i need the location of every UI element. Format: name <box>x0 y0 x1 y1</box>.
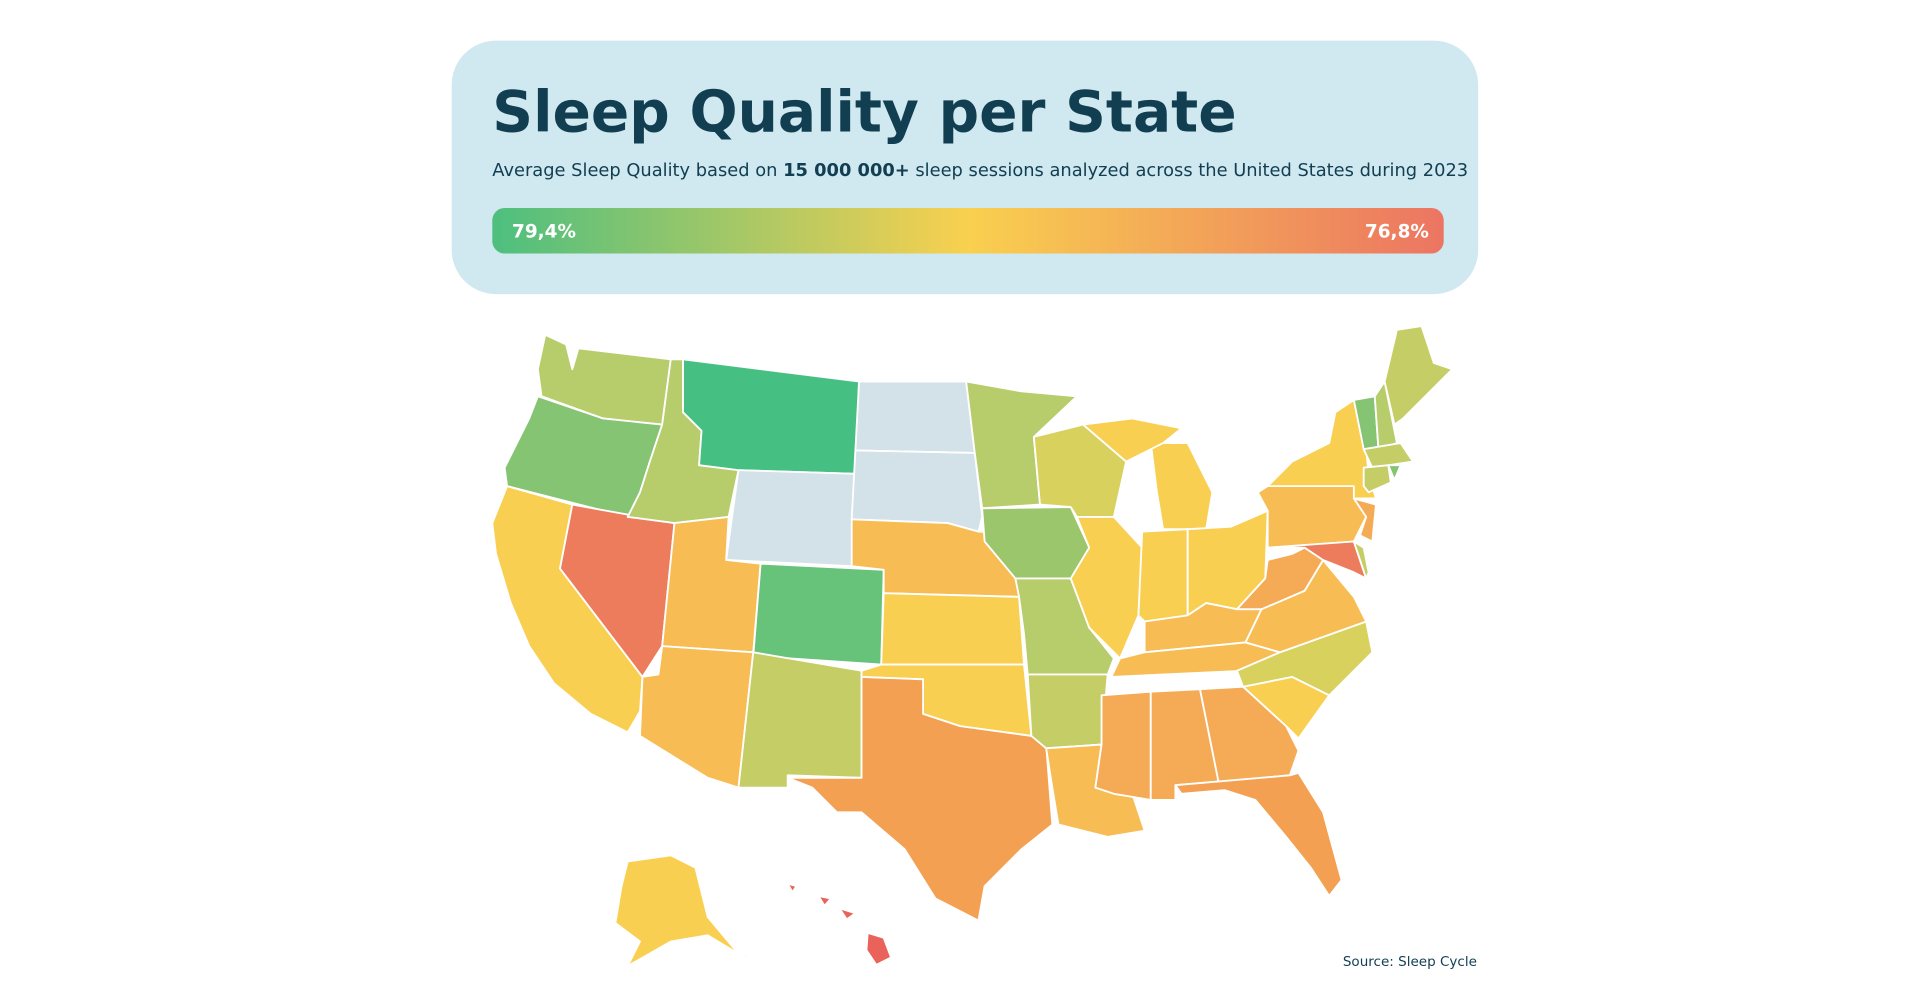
state <box>1026 673 1109 750</box>
state <box>838 907 857 921</box>
state <box>1137 528 1189 623</box>
state <box>1174 771 1343 897</box>
legend-bar <box>492 207 1444 254</box>
state <box>614 854 764 968</box>
state <box>880 592 1025 666</box>
state <box>854 380 976 454</box>
subtitle: Average Sleep Quality based on 15 000 00… <box>492 160 1468 181</box>
state <box>752 562 885 666</box>
legend-low: 76,8% <box>1365 222 1429 243</box>
state <box>786 675 1054 922</box>
state <box>1256 485 1368 549</box>
state <box>1362 464 1392 494</box>
state <box>639 645 755 789</box>
state <box>1352 497 1377 543</box>
state <box>1149 442 1214 531</box>
state <box>786 882 798 894</box>
legend-high: 79,4% <box>512 222 576 243</box>
state <box>1094 690 1152 801</box>
state <box>865 931 892 966</box>
state <box>682 358 860 475</box>
state <box>1383 325 1454 426</box>
subtitle-text: sleep sessions analyzed across the Unite… <box>915 160 1468 181</box>
state <box>1362 442 1414 469</box>
subtitle-text: Average Sleep Quality based on <box>492 160 777 181</box>
title: Sleep Quality per State <box>492 80 1236 146</box>
us-map <box>491 325 1454 968</box>
subtitle-bold: 15 000 000+ <box>783 160 910 181</box>
state <box>1352 540 1370 580</box>
state <box>737 651 863 789</box>
state <box>817 895 832 907</box>
source: Source: Sleep Cycle <box>1343 954 1477 970</box>
state <box>1387 464 1402 481</box>
state <box>1082 417 1183 463</box>
state <box>725 469 857 568</box>
